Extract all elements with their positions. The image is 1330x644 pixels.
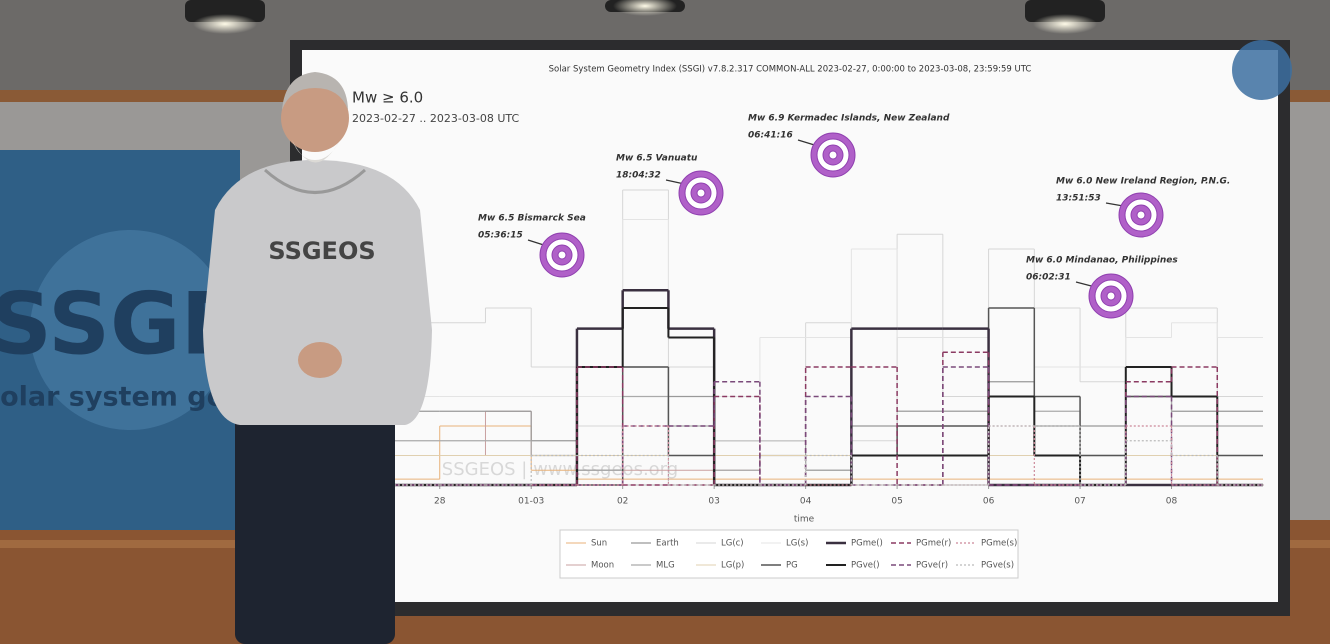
legend-label: LG(s) bbox=[786, 539, 808, 549]
annotation-time: 18:04:32 bbox=[616, 171, 661, 181]
x-tick-label: 02 bbox=[617, 497, 628, 507]
annotation-time: 06:02:31 bbox=[1026, 273, 1071, 283]
annotation-text: Mw 6.0 Mindanao, Philippines bbox=[1026, 256, 1178, 266]
banner: SSGEOS solar system geometry s bbox=[0, 150, 374, 530]
legend-label: PG bbox=[786, 561, 798, 571]
legend-box bbox=[559, 529, 1019, 579]
legend-label: PGme(r) bbox=[916, 539, 951, 549]
x-tick-label: 08 bbox=[1166, 497, 1178, 507]
x-tick-label: 01-03 bbox=[518, 497, 544, 507]
legend-label: PGve(s) bbox=[981, 561, 1014, 571]
legend-label: LG(c) bbox=[721, 539, 744, 549]
annotation-text: Mw 6.0 New Ireland Region, P.N.G. bbox=[1056, 177, 1230, 187]
banner-logo: SSGEOS bbox=[0, 274, 374, 374]
annotation-text: Mw 6.5 Vanuatu bbox=[616, 154, 698, 164]
globe-logo bbox=[1232, 40, 1292, 100]
x-tick-label: 04 bbox=[800, 497, 812, 507]
plot: 28 01-03 02 03 04 05 06 07 08 Sun Moon Earth MLG LG(c… bbox=[394, 114, 1263, 571]
quake-icon bbox=[557, 250, 567, 260]
presenter: SSGEOS bbox=[203, 72, 432, 644]
chart-subtitle: 2023-02-27 .. 2023-03-08 UTC bbox=[352, 112, 519, 125]
legend-label: Sun bbox=[591, 539, 607, 549]
legend-label: PGme() bbox=[851, 539, 883, 549]
quake-icon bbox=[828, 150, 838, 160]
legend-label: Earth bbox=[656, 539, 679, 549]
lamps bbox=[185, 0, 1105, 34]
legend-label: MLG bbox=[656, 561, 675, 571]
annotation-time: 06:41:16 bbox=[748, 131, 793, 141]
hoodie-text: SSGEOS bbox=[268, 237, 375, 265]
chart-header: Solar System Geometry Index (SSGI) v7.8.… bbox=[549, 65, 1032, 75]
legend-label: PGve() bbox=[851, 561, 880, 571]
legend-label: PGme(s) bbox=[981, 539, 1017, 549]
quake-icon bbox=[1136, 210, 1146, 220]
chart-title: Mw ≥ 6.0 bbox=[352, 89, 423, 107]
annotation-time: 05:36:15 bbox=[478, 231, 523, 241]
annotation-text: Mw 6.5 Bismarck Sea bbox=[478, 214, 586, 224]
watermark: SSGEOS | www.ssgeos.org bbox=[442, 459, 678, 480]
x-tick-label: 03 bbox=[708, 497, 719, 507]
x-tick-label: 06 bbox=[983, 497, 995, 507]
quake-icon bbox=[696, 188, 706, 198]
x-axis-label: time bbox=[794, 515, 815, 525]
quake-icon bbox=[1106, 291, 1116, 301]
banner-tagline: solar system geometry s bbox=[0, 382, 359, 413]
x-tick-label: 05 bbox=[891, 497, 902, 507]
screen bbox=[302, 50, 1278, 602]
legend-label: LG(p) bbox=[721, 561, 744, 571]
x-tick-label: 28 bbox=[434, 497, 446, 507]
annotation-time: 13:51:53 bbox=[1056, 194, 1101, 204]
legend-label: PGve(r) bbox=[916, 561, 948, 571]
series bbox=[394, 425, 1263, 486]
x-tick-label: 07 bbox=[1074, 497, 1085, 507]
annotation-text: Mw 6.9 Kermadec Islands, New Zealand bbox=[748, 114, 950, 124]
legend-label: Moon bbox=[591, 561, 614, 571]
